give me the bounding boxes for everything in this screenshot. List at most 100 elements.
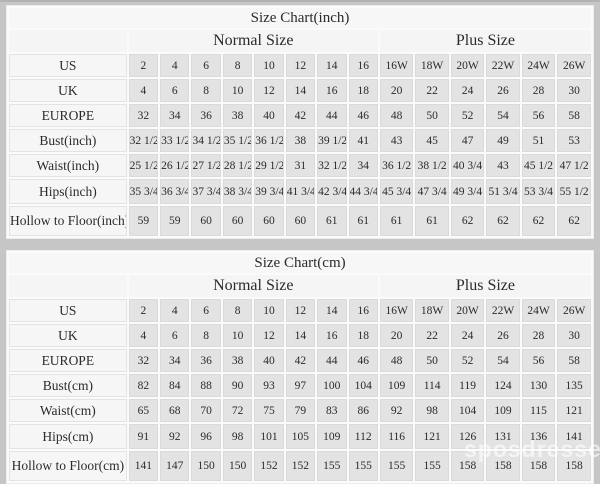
size-cell: 14 bbox=[317, 299, 347, 322]
header-spacer-cell bbox=[9, 275, 127, 297]
size-cell: 48 bbox=[379, 104, 414, 127]
size-cell: 22W bbox=[486, 54, 520, 77]
size-cell: 158 bbox=[486, 451, 520, 481]
size-cell: 115 bbox=[521, 399, 556, 422]
size-cell: 4 bbox=[128, 324, 159, 347]
size-cell: 54 bbox=[486, 104, 520, 127]
size-cell: 6 bbox=[191, 299, 221, 322]
table-row: UK 4 6 8 10 12 14 16 18 20 22 24 26 28 30 bbox=[9, 79, 591, 102]
size-cell: 22 bbox=[415, 79, 449, 102]
size-cell: 26 bbox=[486, 79, 520, 102]
size-cell: 40 3/4 bbox=[450, 154, 485, 177]
size-cell: 158 bbox=[521, 451, 556, 481]
size-cell: 60 bbox=[191, 206, 221, 236]
size-cell: 126 bbox=[450, 424, 485, 449]
table-row: US 2 4 6 8 10 12 14 16 16W 18W 20W 22W 24W 26W bbox=[9, 54, 591, 77]
size-cell: 16W bbox=[379, 54, 414, 77]
size-cell: 2 bbox=[128, 299, 159, 322]
size-cell: 150 bbox=[222, 451, 253, 481]
size-chart-inch-table: Size Chart(inch) Normal Size Plus Size U… bbox=[6, 5, 594, 239]
size-cell: 93 bbox=[254, 374, 284, 397]
size-cell: 36 1/2 bbox=[254, 129, 284, 152]
size-cell: 36 1/2 bbox=[379, 154, 414, 177]
size-cell: 10 bbox=[254, 299, 284, 322]
size-cell: 53 3/4 bbox=[521, 179, 556, 204]
size-cell: 62 bbox=[450, 206, 485, 236]
size-cell: 32 1/2 bbox=[128, 129, 159, 152]
size-cell: 58 bbox=[557, 104, 591, 127]
size-cell: 135 bbox=[557, 374, 591, 397]
size-cell: 53 bbox=[557, 129, 591, 152]
size-cell: 34 bbox=[348, 154, 378, 177]
row-label: EUROPE bbox=[9, 349, 127, 372]
size-cell: 152 bbox=[285, 451, 316, 481]
size-cell: 52 bbox=[450, 104, 485, 127]
size-cell: 24 bbox=[450, 79, 485, 102]
size-cell: 30 bbox=[557, 79, 591, 102]
size-cell: 10 bbox=[254, 54, 284, 77]
size-cell: 42 bbox=[285, 104, 316, 127]
header-spacer-cell bbox=[9, 30, 127, 52]
size-cell: 46 bbox=[348, 104, 378, 127]
size-cell: 28 1/2 bbox=[222, 154, 253, 177]
size-cell: 56 bbox=[521, 349, 556, 372]
size-cell: 61 bbox=[379, 206, 414, 236]
size-cell: 42 bbox=[285, 349, 316, 372]
size-cell: 59 bbox=[128, 206, 159, 236]
size-cell: 51 bbox=[521, 129, 556, 152]
row-label: US bbox=[9, 54, 127, 77]
size-cell: 34 bbox=[160, 104, 190, 127]
size-cell: 22W bbox=[486, 299, 520, 322]
size-cell: 6 bbox=[191, 54, 221, 77]
group-header-row: Normal Size Plus Size bbox=[9, 275, 591, 297]
size-cell: 121 bbox=[557, 399, 591, 422]
size-cell: 32 1/2 bbox=[317, 154, 347, 177]
size-cell: 2 bbox=[128, 54, 159, 77]
size-cell: 34 1/2 bbox=[191, 129, 221, 152]
row-label: UK bbox=[9, 324, 127, 347]
size-cell: 33 1/2 bbox=[160, 129, 190, 152]
size-cell: 35 3/4 bbox=[128, 179, 159, 204]
size-cell: 26 bbox=[486, 324, 520, 347]
row-label: Hollow to Floor(cm) bbox=[9, 451, 127, 481]
size-cell: 6 bbox=[160, 79, 190, 102]
row-label: UK bbox=[9, 79, 127, 102]
size-cell: 47 bbox=[450, 129, 485, 152]
size-cell: 70 bbox=[191, 399, 221, 422]
size-cell: 10 bbox=[222, 79, 253, 102]
size-cell: 40 bbox=[254, 349, 284, 372]
size-cell: 83 bbox=[317, 399, 347, 422]
size-cell: 105 bbox=[285, 424, 316, 449]
table-row: Hollow to Floor(inch) 59 59 60 60 60 60 61 61 61 6… bbox=[9, 206, 591, 236]
size-cell: 26 1/2 bbox=[160, 154, 190, 177]
size-cell: 98 bbox=[222, 424, 253, 449]
size-cell: 16 bbox=[348, 54, 378, 77]
size-cell: 30 bbox=[557, 324, 591, 347]
size-cell: 52 bbox=[450, 349, 485, 372]
size-cell: 12 bbox=[285, 54, 316, 77]
size-cell: 50 bbox=[415, 349, 449, 372]
size-cell: 131 bbox=[486, 424, 520, 449]
size-cell: 44 bbox=[317, 104, 347, 127]
size-cell: 97 bbox=[285, 374, 316, 397]
size-cell: 50 bbox=[415, 104, 449, 127]
size-cell: 141 bbox=[128, 451, 159, 481]
size-cell: 29 1/2 bbox=[254, 154, 284, 177]
size-cell: 25 1/2 bbox=[128, 154, 159, 177]
table-row: EUROPE 32 34 36 38 40 42 44 46 48 50 52 54 56 58 bbox=[9, 104, 591, 127]
size-cell: 8 bbox=[191, 79, 221, 102]
table-row: US 2 4 6 8 10 12 14 16 16W 18W 20W 22W 24W 26W bbox=[9, 299, 591, 322]
size-cell: 41 bbox=[348, 129, 378, 152]
size-cell: 82 bbox=[128, 374, 159, 397]
size-cell: 62 bbox=[521, 206, 556, 236]
size-cell: 8 bbox=[222, 54, 253, 77]
size-cell: 75 bbox=[254, 399, 284, 422]
size-cell: 114 bbox=[415, 374, 449, 397]
table-row: UK 4 6 8 10 12 14 16 18 20 22 24 26 28 30 bbox=[9, 324, 591, 347]
plus-size-header: Plus Size bbox=[379, 275, 591, 297]
size-cell: 36 bbox=[191, 104, 221, 127]
size-cell: 47 1/2 bbox=[557, 154, 591, 177]
size-cell: 20W bbox=[450, 299, 485, 322]
size-cell: 112 bbox=[348, 424, 378, 449]
size-cell: 36 bbox=[191, 349, 221, 372]
